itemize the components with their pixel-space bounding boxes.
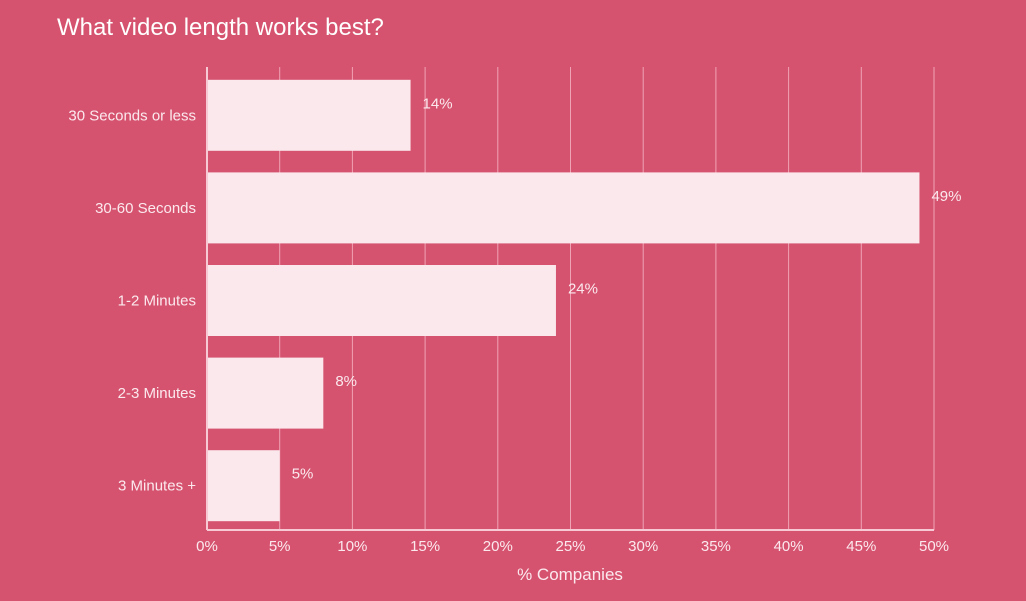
bar (207, 357, 324, 429)
bar (207, 265, 556, 336)
category-label: 30-60 Seconds (95, 200, 196, 217)
category-label: 3 Minutes + (118, 478, 196, 495)
x-tick-label: 15% (410, 538, 440, 555)
data-label: 5% (292, 466, 314, 483)
data-label: 49% (931, 188, 961, 205)
x-tick-label: 20% (483, 538, 513, 555)
category-label: 1-2 Minutes (118, 293, 196, 310)
x-tick-label: 5% (269, 538, 291, 555)
x-tick-label: 30% (628, 538, 658, 555)
x-tick-label: 50% (919, 538, 949, 555)
x-tick-label: 45% (846, 538, 876, 555)
category-label: 2-3 Minutes (118, 385, 196, 402)
x-axis-label: % Companies (517, 565, 623, 584)
data-label: 8% (335, 373, 357, 390)
data-label: 14% (423, 95, 453, 112)
bar (207, 450, 280, 522)
x-tick-label: 10% (337, 538, 367, 555)
category-label: 30 Seconds or less (68, 107, 196, 124)
x-tick-label: 35% (701, 538, 731, 555)
x-tick-label: 25% (555, 538, 585, 555)
bar (207, 172, 920, 244)
chart-title: What video length works best? (57, 14, 384, 41)
data-label: 24% (568, 281, 598, 298)
bar (207, 79, 411, 151)
x-tick-label: 40% (774, 538, 804, 555)
x-tick-label: 0% (196, 538, 218, 555)
